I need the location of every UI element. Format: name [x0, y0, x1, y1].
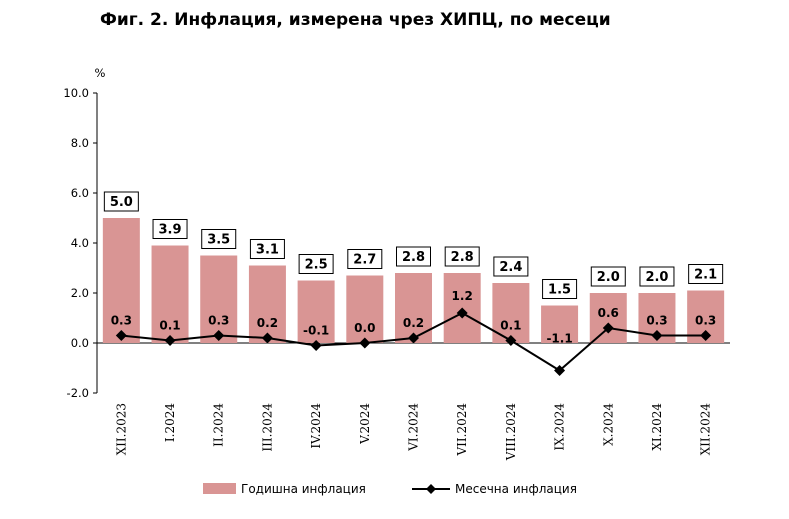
bar-annual: [589, 293, 627, 343]
line-marker: [310, 340, 322, 351]
bar-annual: [346, 275, 384, 343]
bar-value-label: 2.1: [694, 268, 717, 283]
bar-label-box: [639, 266, 675, 287]
x-tick-label: XII.2024: [699, 403, 713, 456]
line-value-label: 1.2: [452, 289, 473, 303]
x-tick-label: VI.2024: [407, 403, 421, 452]
bar-label-box: [444, 246, 480, 267]
line-value-label: 0.3: [695, 314, 716, 328]
line-marker: [164, 335, 176, 346]
bar-value-label: 2.8: [402, 250, 425, 265]
bar-annual: [297, 280, 335, 343]
line-value-label: -0.1: [303, 324, 329, 338]
legend-label-annual: Годишна инфлация: [241, 482, 366, 496]
line-value-label: 0.0: [354, 321, 375, 335]
bar-annual: [151, 245, 189, 343]
line-value-label: 0.3: [646, 314, 667, 328]
bar-annual: [541, 305, 579, 343]
legend-swatch-annual: [203, 483, 236, 494]
line-marker: [213, 330, 225, 341]
line-value-label: 0.6: [598, 306, 619, 320]
line-marker: [700, 330, 712, 341]
bar-label-box: [493, 256, 529, 277]
y-tick-label: 6.0: [71, 186, 89, 200]
line-value-label: 0.2: [257, 316, 278, 330]
x-tick-label: V.2024: [358, 403, 372, 445]
bar-annual: [248, 265, 286, 343]
x-tick-label: IX.2024: [553, 403, 567, 451]
bar-label-box: [103, 191, 139, 212]
line-value-label: -1.1: [546, 332, 572, 346]
x-tick-label: XII.2023: [114, 403, 128, 455]
y-tick-label: 2.0: [71, 286, 89, 300]
y-tick-label: 0.0: [71, 336, 89, 350]
y-tick-label: 8.0: [71, 136, 89, 150]
y-tick-label: 10.0: [63, 86, 89, 100]
bar-annual: [102, 218, 140, 343]
bar-value-label: 2.4: [499, 260, 522, 275]
bar-value-label: 3.1: [256, 243, 279, 258]
bar-label-box: [249, 239, 285, 259]
x-tick-label: X.2024: [601, 403, 615, 446]
line-marker: [408, 332, 419, 344]
line-value-label: 0.3: [208, 314, 229, 328]
legend-marker-monthly: [426, 484, 436, 494]
bar-annual: [200, 255, 238, 343]
bar-value-label: 2.8: [451, 250, 474, 265]
bar-value-label: 3.9: [159, 223, 182, 238]
line-marker: [554, 365, 566, 376]
line-value-label: 0.1: [159, 319, 180, 333]
line-marker: [115, 330, 127, 341]
bar-value-label: 2.0: [645, 270, 668, 285]
bar-value-label: 2.7: [353, 253, 376, 268]
x-tick-label: VIII.2024: [504, 403, 518, 462]
line-value-label: 0.3: [111, 314, 132, 328]
x-tick-label: IV.2024: [309, 403, 323, 449]
bar-label-box: [688, 264, 724, 284]
y-tick-label: 4.0: [71, 236, 89, 250]
line-marker: [261, 332, 273, 344]
y-tick-label: -2.0: [67, 386, 89, 400]
line-marker: [456, 307, 468, 319]
bar-label-box: [590, 266, 626, 287]
line-marker: [602, 322, 614, 334]
x-tick-label: III.2024: [260, 403, 274, 452]
chart-title: Фиг. 2. Инфлация, измерена чрез ХИПЦ, по…: [100, 10, 611, 30]
bar-value-label: 1.5: [548, 283, 571, 298]
x-tick-label: II.2024: [212, 403, 226, 447]
bar-label-box: [152, 219, 188, 239]
line-marker: [651, 330, 663, 341]
bar-label-box: [542, 279, 578, 299]
line-marker: [359, 337, 371, 349]
bar-value-label: 2.5: [305, 258, 328, 273]
bar-label-box: [347, 249, 383, 269]
x-tick-label: VII.2024: [455, 403, 469, 457]
bar-label-box: [201, 229, 237, 249]
y-axis-unit: %: [95, 66, 106, 80]
x-tick-label: XI.2024: [650, 403, 664, 451]
line-value-label: 0.2: [403, 316, 424, 330]
line-value-label: 0.1: [500, 319, 521, 333]
legend-label-monthly: Месечна инфлация: [455, 482, 577, 496]
bar-value-label: 3.5: [207, 233, 230, 248]
bar-value-label: 5.0: [110, 195, 133, 210]
x-tick-label: I.2024: [163, 403, 177, 442]
bar-value-label: 2.0: [597, 270, 620, 285]
bar-label-box: [396, 246, 431, 267]
line-marker: [505, 335, 517, 346]
bar-label-box: [298, 254, 334, 274]
